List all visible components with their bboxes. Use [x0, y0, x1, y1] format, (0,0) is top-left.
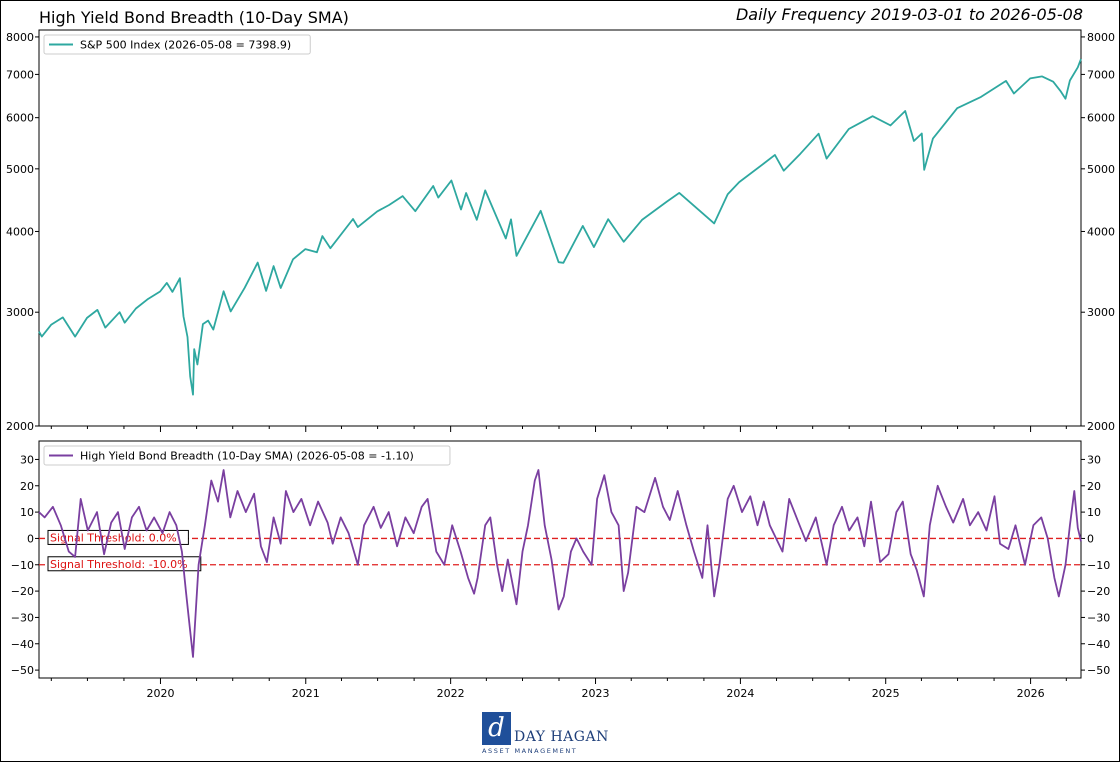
top-ytick-label-left: 8000 [6, 31, 34, 44]
logo-name: DAY HAGAN [514, 729, 609, 745]
bottom-panel-frame [38, 440, 1082, 679]
bottom-ytick-label-right: −30 [1087, 611, 1110, 624]
top-ytick-label-right: 6000 [1087, 112, 1115, 125]
bottom-ytick-label-right: 0 [1087, 532, 1094, 545]
x-tick-label: 2021 [292, 687, 320, 700]
bottom-ytick-label-right: 30 [1087, 453, 1101, 466]
top-ytick-label-right: 2000 [1087, 420, 1115, 433]
top-ytick-label-left: 6000 [6, 112, 34, 125]
bottom-ytick-label-left: −40 [11, 638, 34, 651]
top-panel-frame [38, 29, 1082, 427]
top-ytick-label-left: 3000 [6, 306, 34, 319]
top-ytick-label-right: 5000 [1087, 163, 1115, 176]
threshold-label-box [47, 556, 202, 572]
bottom-ytick-label-left: 10 [20, 506, 34, 519]
logo-tagline: ASSET MANAGEMENT [482, 747, 578, 755]
chart-date-range: Daily Frequency 2019-03-01 to 2026-05-08 [735, 5, 1083, 24]
breadth-legend-label: High Yield Bond Breadth (10-Day SMA) (20… [80, 450, 414, 463]
chart-title: High Yield Bond Breadth (10-Day SMA) [39, 8, 349, 27]
top-ytick-label-right: 4000 [1087, 225, 1115, 238]
bottom-ytick-label-left: 20 [20, 480, 34, 493]
x-tick-label: 2026 [1017, 687, 1045, 700]
bottom-ytick-label-left: −20 [11, 585, 34, 598]
threshold-label: Signal Threshold: -10.0% [50, 558, 188, 571]
breadth-line [38, 469, 1082, 658]
x-tick-label: 2022 [437, 687, 465, 700]
x-tick-label: 2023 [582, 687, 610, 700]
top-ytick-label-left: 4000 [6, 225, 34, 238]
top-ytick-label-right: 3000 [1087, 306, 1115, 319]
x-tick-label: 2020 [146, 687, 174, 700]
sp500-line [38, 58, 1082, 396]
bottom-ytick-label-left: −30 [11, 611, 34, 624]
bottom-ytick-label-left: −10 [11, 559, 34, 572]
sp500-legend-box [43, 34, 311, 55]
x-tick-label: 2025 [872, 687, 900, 700]
company-logo: d DAY HAGAN ASSET MANAGEMENT [482, 712, 612, 756]
top-ytick-label-left: 2000 [6, 420, 34, 433]
x-tick-label: 2024 [726, 687, 754, 700]
top-ytick-label-right: 8000 [1087, 31, 1115, 44]
sp500-legend-label: S&P 500 Index (2026-05-08 = 7398.9) [80, 39, 291, 52]
bottom-ytick-label-left: 30 [20, 453, 34, 466]
bottom-ytick-label-right: −10 [1087, 559, 1110, 572]
top-ytick-label-left: 7000 [6, 68, 34, 81]
bottom-ytick-label-left: −50 [11, 664, 34, 677]
bottom-ytick-label-right: 10 [1087, 506, 1101, 519]
bottom-ytick-label-right: −20 [1087, 585, 1110, 598]
top-ytick-label-left: 5000 [6, 163, 34, 176]
bottom-ytick-label-left: 0 [27, 532, 34, 545]
breadth-legend-box [43, 445, 451, 466]
threshold-label-box [47, 529, 189, 545]
threshold-label: Signal Threshold: 0.0% [50, 531, 177, 544]
bottom-ytick-label-right: −50 [1087, 664, 1110, 677]
bottom-ytick-label-right: −40 [1087, 638, 1110, 651]
top-ytick-label-right: 7000 [1087, 68, 1115, 81]
bottom-ytick-label-right: 20 [1087, 480, 1101, 493]
logo-mark-icon: d [482, 712, 511, 745]
